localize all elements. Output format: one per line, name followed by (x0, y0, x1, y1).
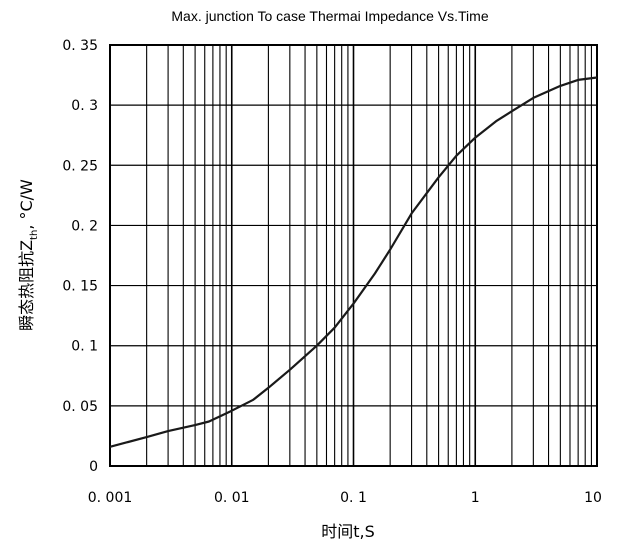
chart-title: Max. junction To case Thermai Impedance … (171, 8, 488, 24)
y-tick-label: 0. 1 (71, 339, 98, 355)
y-tick-label: 0. 35 (62, 38, 98, 54)
y-axis-label: 瞬态热阻抗Zth, °C/W (17, 179, 40, 331)
y-tick-label: 0. 05 (62, 399, 98, 415)
grid (109, 44, 597, 467)
plot-frame (109, 44, 598, 467)
x-tick-label: 1 (471, 490, 480, 506)
y-tick-labels: 0 0. 05 0. 1 0. 15 0. 2 0. 25 0. 3 0. 35 (62, 38, 98, 475)
y-axis-label-suffix: , °C/W (17, 179, 36, 230)
y-tick-label: 0 (89, 459, 98, 475)
y-tick-label: 0. 2 (71, 218, 98, 234)
x-tick-label: 10 (584, 490, 602, 506)
x-axis-label: 时间t,S (321, 522, 375, 541)
x-tick-label: 0. 01 (214, 490, 250, 506)
y-tick-label: 0. 3 (71, 98, 98, 114)
y-axis-label-sub: th (29, 230, 40, 240)
series-line (109, 76, 598, 448)
x-tick-label: 0. 001 (88, 490, 133, 506)
x-tick-label: 0. 1 (340, 490, 367, 506)
y-tick-label: 0. 15 (62, 279, 98, 295)
x-tick-labels: 0. 001 0. 01 0. 1 1 10 (88, 490, 602, 506)
y-tick-label: 0. 25 (62, 158, 98, 174)
y-axis-label-prefix: 瞬态热阻抗Z (17, 240, 36, 331)
